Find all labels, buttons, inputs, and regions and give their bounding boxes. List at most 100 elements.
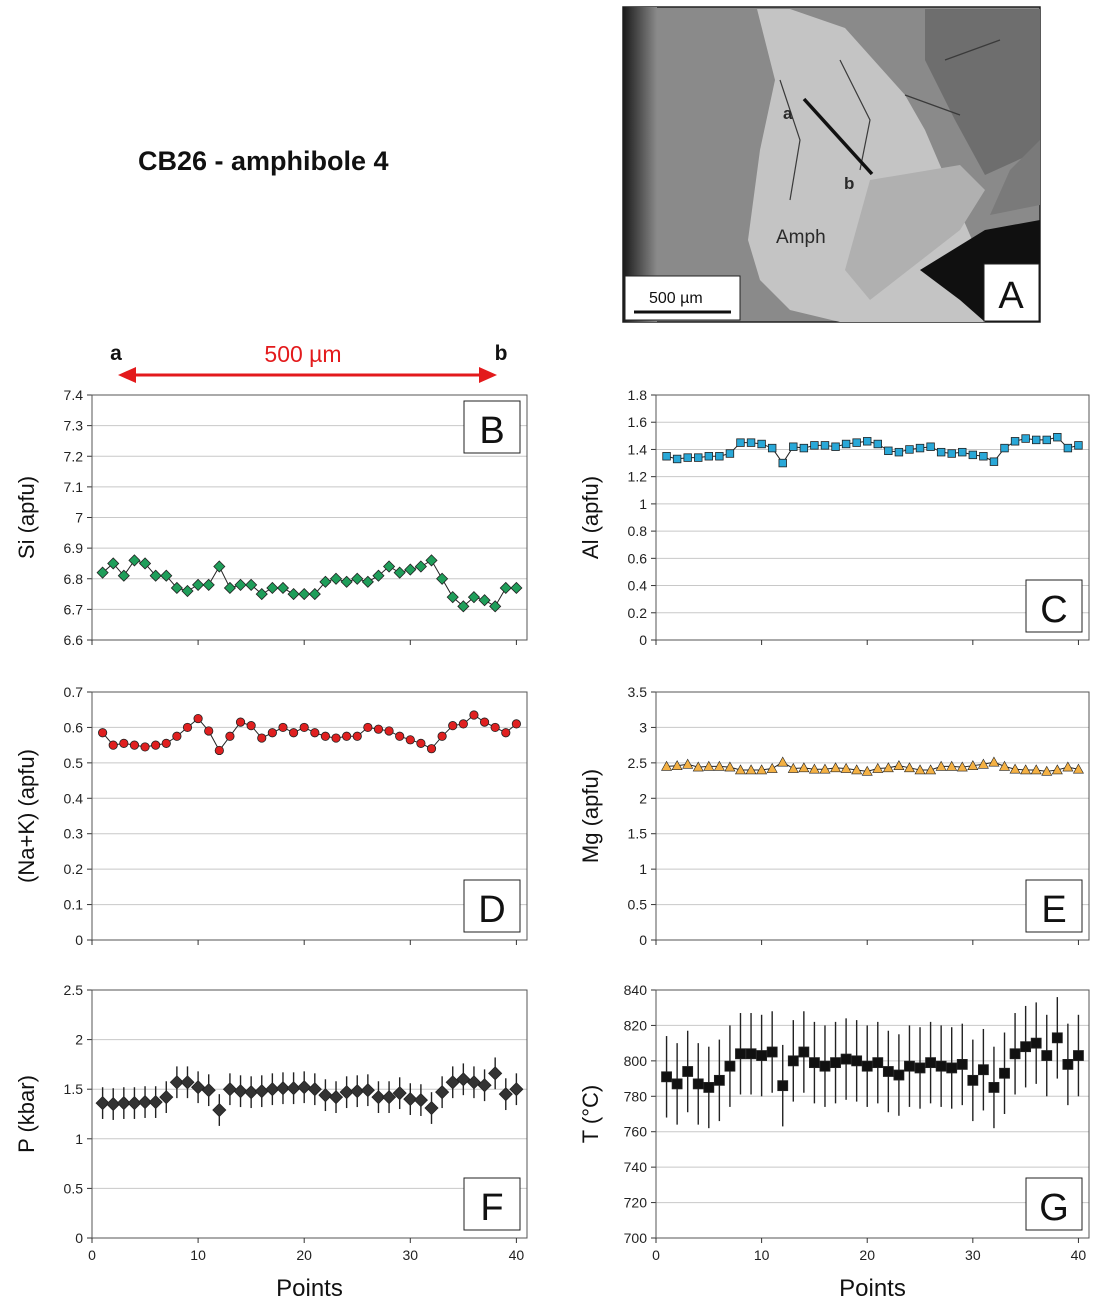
data-point	[840, 1053, 852, 1065]
data-point	[925, 1057, 936, 1069]
y-tick-label: 2	[639, 790, 647, 806]
data-point	[159, 1090, 174, 1105]
data-point	[404, 563, 417, 576]
data-point	[1010, 437, 1020, 446]
data-point	[1041, 765, 1053, 776]
data-point	[267, 728, 277, 738]
data-point	[872, 1057, 884, 1069]
data-point	[181, 584, 194, 598]
data-point	[967, 760, 979, 770]
data-point	[212, 1102, 227, 1118]
panel-letter-box	[463, 1177, 521, 1231]
data-point	[371, 1090, 386, 1105]
data-point	[662, 452, 671, 461]
data-point	[861, 1060, 873, 1072]
data-point	[683, 453, 692, 462]
y-tick-label: 3.5	[628, 684, 648, 700]
data-point	[297, 1080, 312, 1095]
y-tick-label: 840	[624, 982, 648, 998]
y-tick-label: 740	[624, 1159, 648, 1175]
data-point	[1042, 435, 1051, 445]
data-point	[414, 560, 427, 573]
data-point	[798, 1046, 810, 1058]
chart-panel-b: 6.6 6.7 6.8 6.9 7 7.1 7.2 7.3 7.4 Si (apfu) B	[14, 387, 528, 648]
panel-letter-a: A	[998, 275, 1024, 317]
data-point	[757, 439, 766, 449]
data-point	[808, 763, 820, 774]
plot-frame	[91, 989, 528, 1239]
data-point	[509, 1082, 524, 1097]
x-tick-label: 0	[652, 1247, 660, 1263]
data-point	[861, 765, 873, 776]
panel-letter: C	[1040, 589, 1067, 631]
data-point	[478, 594, 491, 607]
data-point	[435, 1085, 450, 1100]
data-point	[265, 1082, 280, 1097]
data-point	[967, 1074, 979, 1086]
data-point	[1063, 443, 1073, 453]
y-tick-label: 0.8	[628, 523, 648, 539]
y-axis-label: Si (apfu)	[14, 476, 39, 559]
data-point	[233, 1084, 248, 1099]
data-point	[329, 572, 343, 585]
y-tick-label: 0.5	[64, 1180, 84, 1196]
data-point	[234, 578, 247, 591]
data-point	[672, 454, 682, 464]
data-point	[1000, 443, 1009, 453]
profile-indicator: a b 500 µm	[110, 341, 507, 383]
data-point	[138, 557, 152, 570]
y-tick-label: 6.7	[64, 601, 84, 617]
x-tick-label: 10	[190, 1247, 206, 1263]
data-point	[469, 710, 479, 720]
data-point	[299, 722, 309, 733]
data-point	[223, 581, 236, 595]
data-point	[213, 560, 226, 573]
scale-bar-label: 500 µm	[649, 290, 703, 307]
data-point	[288, 728, 299, 738]
data-point	[999, 760, 1011, 771]
data-point	[926, 442, 935, 451]
data-point	[424, 1100, 439, 1116]
data-point	[851, 764, 863, 775]
data-point	[1030, 764, 1042, 775]
data-point	[809, 1057, 820, 1069]
data-point	[798, 762, 810, 773]
data-point	[331, 733, 341, 743]
y-tick-label: 0	[75, 1230, 83, 1246]
data-point	[488, 1066, 503, 1081]
data-point	[736, 438, 745, 447]
panel-letter-box	[1025, 579, 1083, 633]
data-point	[851, 1055, 863, 1067]
data-point	[235, 717, 246, 727]
data-point	[360, 1083, 375, 1098]
data-point	[351, 572, 364, 585]
y-tick-label: 6.8	[64, 571, 84, 587]
data-point	[894, 447, 904, 457]
data-point	[882, 762, 894, 773]
data-point	[339, 1085, 354, 1100]
data-point	[425, 554, 438, 567]
data-point	[863, 437, 872, 446]
data-point	[170, 581, 183, 595]
data-point	[193, 713, 203, 724]
data-point	[129, 740, 140, 750]
data-point	[342, 731, 352, 741]
data-point	[1020, 1041, 1032, 1053]
data-point	[275, 1081, 291, 1096]
data-point	[501, 728, 511, 738]
data-point	[361, 575, 374, 588]
data-point	[363, 722, 373, 733]
data-point	[477, 1078, 492, 1093]
data-point	[137, 1095, 153, 1110]
data-point	[95, 1096, 110, 1111]
profile-start-label: a	[110, 342, 122, 365]
data-point	[766, 762, 778, 773]
data-point	[914, 764, 926, 775]
x-axis-label: Points	[276, 1275, 343, 1302]
y-tick-label: 700	[624, 1230, 648, 1246]
data-point	[448, 721, 458, 731]
x-tick-label: 30	[965, 1247, 981, 1263]
data-point	[328, 1090, 344, 1105]
data-point	[151, 740, 161, 750]
panel-letter: G	[1039, 1187, 1069, 1229]
